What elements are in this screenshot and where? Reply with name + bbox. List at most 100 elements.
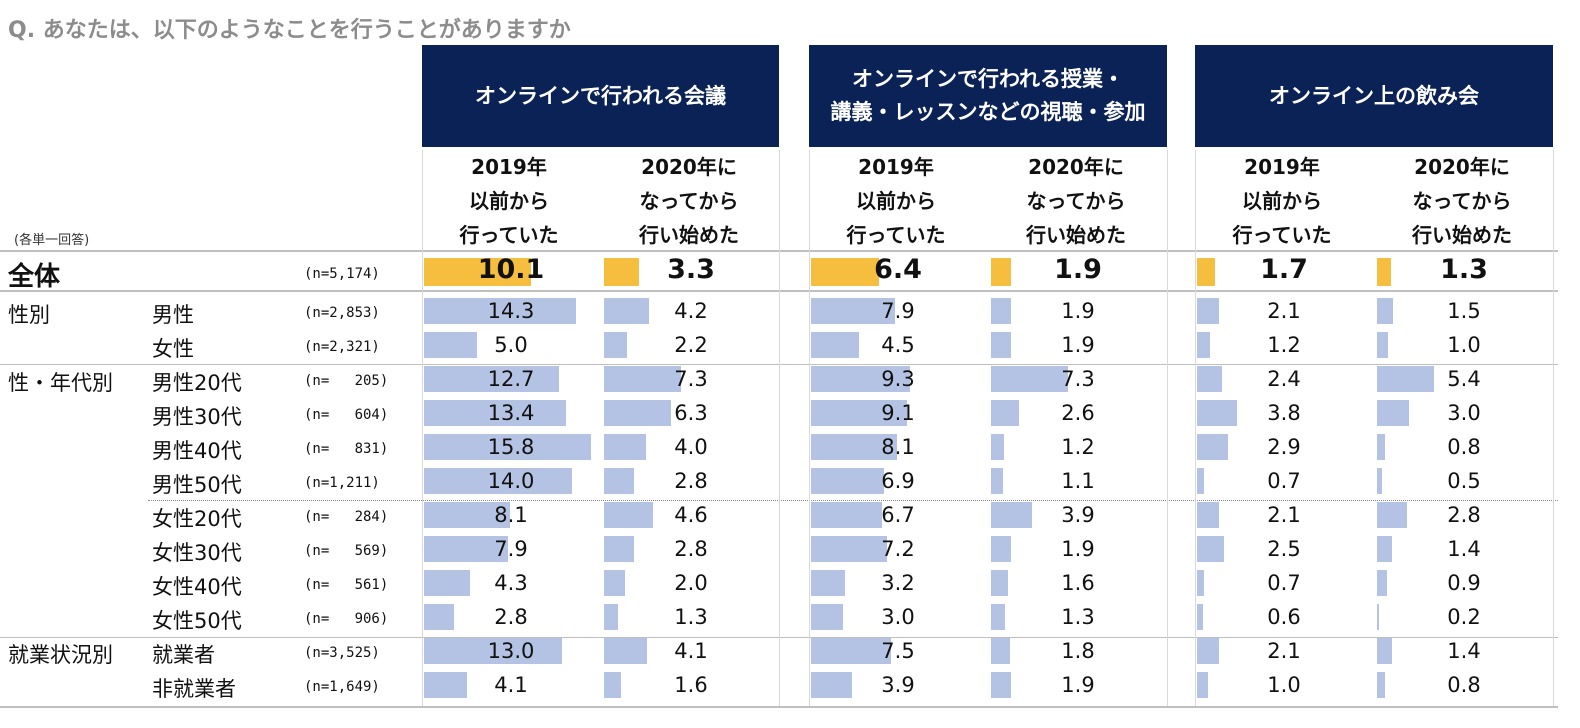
bar [604, 570, 626, 596]
bar [424, 502, 510, 528]
bar [811, 604, 843, 630]
bar [1377, 536, 1392, 562]
value-label: 1.0 [1447, 333, 1481, 357]
bar [1377, 434, 1386, 460]
row-label: 男性50代 [152, 473, 242, 497]
value-label: 1.5 [1447, 299, 1481, 323]
bar [1197, 638, 1220, 664]
value-label: 3.8 [1267, 401, 1301, 425]
bar [1197, 604, 1204, 630]
value-label: 2.8 [1447, 503, 1481, 527]
bar [424, 298, 576, 324]
bar [811, 570, 845, 596]
value-label: 1.2 [1061, 435, 1095, 459]
value-label: 1.6 [1061, 571, 1095, 595]
bar [424, 434, 592, 460]
value-label: 1.6 [674, 673, 708, 697]
row-label: 就業者 [152, 643, 215, 667]
value-label: 5.4 [1447, 367, 1481, 391]
bar [604, 502, 653, 528]
total-bar [991, 258, 1012, 286]
bar [604, 434, 647, 460]
row-label: 男性40代 [152, 439, 242, 463]
bar [604, 332, 628, 358]
bar [424, 604, 454, 630]
value-label: 7.9 [494, 537, 528, 561]
total-value: 1.9 [1054, 254, 1102, 285]
bar [604, 298, 649, 324]
answer-note: (各単一回答) [14, 233, 90, 248]
bar [811, 366, 910, 392]
bar [604, 604, 618, 630]
value-label: 2.1 [1267, 299, 1301, 323]
bar [1377, 604, 1380, 630]
bar [604, 400, 671, 426]
row-label: 女性40代 [152, 575, 242, 599]
question-title: Q. あなたは、以下のようなことを行うことがありますか [8, 18, 571, 43]
category-label: 性別 [8, 303, 50, 327]
row-label: 女性30代 [152, 541, 242, 565]
bar [811, 434, 897, 460]
value-label: 8.1 [881, 435, 915, 459]
value-label: 3.9 [1061, 503, 1095, 527]
value-label: 4.2 [674, 299, 708, 323]
value-label: 2.8 [674, 469, 708, 493]
column-divider [1167, 150, 1168, 706]
total-bar [604, 258, 639, 286]
row-label: 女性 [152, 337, 194, 361]
group-header-drinking: オンライン上の飲み会 [1195, 45, 1553, 147]
bar [1197, 502, 1220, 528]
bar [424, 570, 470, 596]
category-label: 就業状況別 [8, 643, 113, 667]
value-label: 5.0 [494, 333, 528, 357]
column-divider [1195, 150, 1196, 706]
column-divider [779, 150, 780, 706]
bar [1197, 536, 1224, 562]
bar [991, 672, 1012, 698]
value-label: 1.9 [1061, 673, 1095, 697]
value-label: 0.9 [1447, 571, 1481, 595]
column-header: 2019年 以前から 行っていた [1232, 155, 1332, 247]
value-label: 0.7 [1267, 469, 1301, 493]
value-label: 2.2 [674, 333, 708, 357]
value-label: 2.9 [1267, 435, 1301, 459]
value-label: 1.4 [1447, 639, 1481, 663]
bar [1377, 366, 1435, 392]
bar [424, 332, 477, 358]
value-label: 4.1 [494, 673, 528, 697]
bar [1377, 400, 1409, 426]
value-label: 0.6 [1267, 605, 1301, 629]
bar [424, 672, 468, 698]
value-label: 0.8 [1447, 435, 1481, 459]
total-bar [1377, 258, 1391, 286]
bar [811, 332, 859, 358]
value-label: 7.9 [881, 299, 915, 323]
value-label: 3.0 [881, 605, 915, 629]
bar [811, 502, 883, 528]
total-value: 10.1 [477, 254, 545, 285]
bar [991, 366, 1069, 392]
value-label: 1.3 [1061, 605, 1095, 629]
value-label: 1.8 [1061, 639, 1095, 663]
bar [604, 638, 648, 664]
sample-size: (n= 569) [304, 543, 389, 559]
bar [1377, 570, 1387, 596]
bar [424, 366, 559, 392]
sample-size: (n= 831) [304, 441, 389, 457]
value-label: 1.9 [1061, 299, 1095, 323]
value-label: 9.3 [881, 367, 915, 391]
row-label: 男性 [152, 303, 194, 327]
sample-size: (n=3,525) [304, 645, 380, 661]
bar [1197, 400, 1238, 426]
value-label: 7.2 [881, 537, 915, 561]
value-label: 7.5 [881, 639, 915, 663]
sample-size: (n= 604) [304, 407, 389, 423]
sample-size: (n= 561) [304, 577, 389, 593]
value-label: 2.8 [494, 605, 528, 629]
bar [811, 468, 885, 494]
bar [1197, 332, 1210, 358]
total-value: 1.7 [1260, 254, 1308, 285]
value-label: 1.1 [1061, 469, 1095, 493]
column-divider [809, 150, 810, 706]
row-label: 女性20代 [152, 507, 242, 531]
